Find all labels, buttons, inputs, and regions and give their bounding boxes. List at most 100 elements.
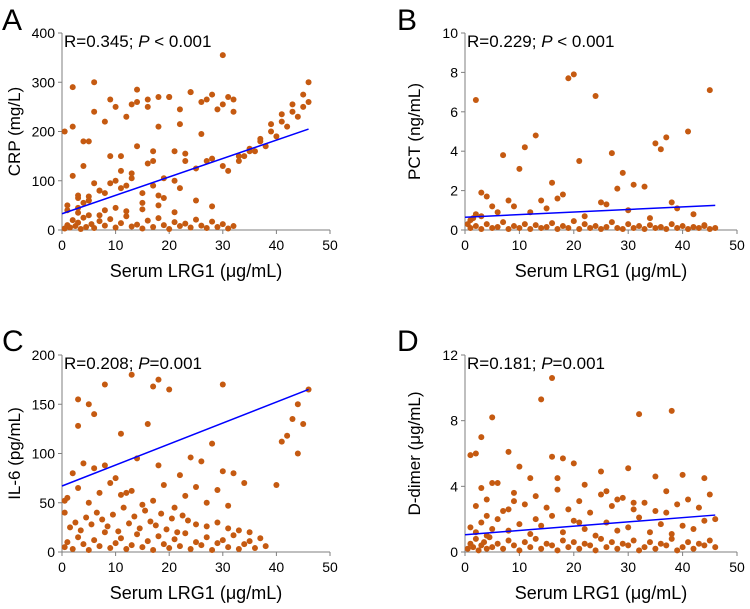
data-point: [187, 546, 194, 553]
data-point: [464, 545, 471, 552]
data-point: [171, 177, 178, 184]
data-point: [559, 223, 566, 230]
data-point: [630, 537, 637, 544]
panel-label: C: [2, 325, 24, 358]
data-point: [636, 223, 643, 230]
x-tick-label: 10: [108, 237, 124, 253]
data-point: [668, 407, 675, 414]
data-point: [478, 484, 485, 491]
data-point: [527, 226, 534, 233]
data-point: [494, 209, 501, 216]
data-point: [663, 542, 670, 549]
data-point: [123, 546, 130, 553]
data-point: [592, 547, 599, 554]
data-point: [193, 197, 199, 204]
data-point: [268, 128, 275, 135]
data-point: [225, 502, 232, 509]
data-point: [668, 530, 675, 537]
data-point: [489, 526, 496, 533]
annotation-p-italic: P: [541, 32, 553, 51]
data-point: [603, 544, 610, 551]
data-point: [144, 96, 151, 103]
x-axis-label: Serum LRG1 (μg/mL): [515, 261, 687, 281]
data-point: [581, 213, 588, 220]
trendline: [61, 128, 309, 215]
data-point: [576, 519, 583, 526]
data-point: [235, 158, 242, 165]
data-point: [489, 225, 496, 232]
data-point: [184, 517, 191, 524]
data-point: [549, 453, 556, 460]
data-point: [472, 450, 479, 457]
data-point: [614, 225, 621, 232]
data-point: [690, 224, 697, 231]
data-point: [171, 219, 178, 226]
data-point: [69, 217, 76, 224]
data-point: [155, 215, 162, 222]
data-point: [630, 499, 637, 506]
data-point: [77, 226, 84, 233]
data-point: [142, 507, 149, 514]
data-point: [117, 430, 124, 437]
data-point: [61, 497, 68, 504]
data-point: [155, 94, 162, 101]
data-point: [625, 542, 632, 549]
data-point: [117, 491, 124, 498]
data-point: [219, 468, 226, 475]
x-tick-label: 50: [729, 559, 745, 575]
data-point: [134, 221, 141, 228]
data-point: [128, 542, 135, 549]
data-point: [500, 219, 507, 226]
data-point: [75, 534, 82, 541]
data-point: [608, 539, 615, 546]
data-point: [598, 226, 604, 233]
data-point: [80, 138, 87, 145]
data-point: [91, 79, 98, 86]
data-point: [668, 535, 675, 542]
data-point: [543, 205, 550, 212]
data-point: [166, 226, 173, 233]
data-point: [117, 220, 124, 227]
data-point: [104, 523, 111, 530]
annotation-r-text: R=0.229;: [467, 32, 541, 51]
data-point: [225, 525, 232, 532]
x-tick-label: 10: [108, 559, 124, 575]
data-point: [614, 527, 621, 534]
data-point: [554, 486, 561, 493]
data-point: [630, 225, 637, 232]
y-axis-label: D-dimer (μg/mL): [405, 391, 424, 515]
data-point: [576, 498, 583, 505]
data-point: [80, 199, 87, 206]
data-point: [603, 224, 610, 231]
data-point: [128, 170, 135, 177]
y-tick-label: 4: [450, 478, 458, 494]
data-point: [549, 374, 556, 381]
y-tick-label: 150: [32, 396, 56, 412]
data-point: [505, 226, 512, 233]
data-point: [134, 86, 141, 93]
data-point: [505, 537, 512, 544]
data-point: [543, 540, 550, 547]
data-point: [538, 225, 545, 232]
data-point: [284, 123, 291, 130]
x-tick-label: 20: [566, 559, 582, 575]
data-point: [112, 475, 119, 482]
annotation-r-text: R=0.208;: [64, 354, 138, 373]
x-tick-label: 0: [461, 559, 469, 575]
data-point: [652, 225, 659, 232]
data-point: [619, 226, 626, 233]
data-point: [225, 167, 232, 174]
data-point: [96, 187, 103, 194]
data-point: [80, 162, 87, 169]
data-point: [144, 103, 151, 110]
data-point: [608, 503, 615, 510]
data-point: [543, 504, 550, 511]
data-point: [75, 192, 82, 199]
data-point: [300, 103, 307, 110]
data-point: [117, 167, 124, 174]
data-point: [475, 547, 482, 554]
data-point: [284, 432, 291, 439]
data-point: [559, 455, 566, 462]
data-point: [75, 396, 82, 403]
data-point: [187, 454, 194, 461]
